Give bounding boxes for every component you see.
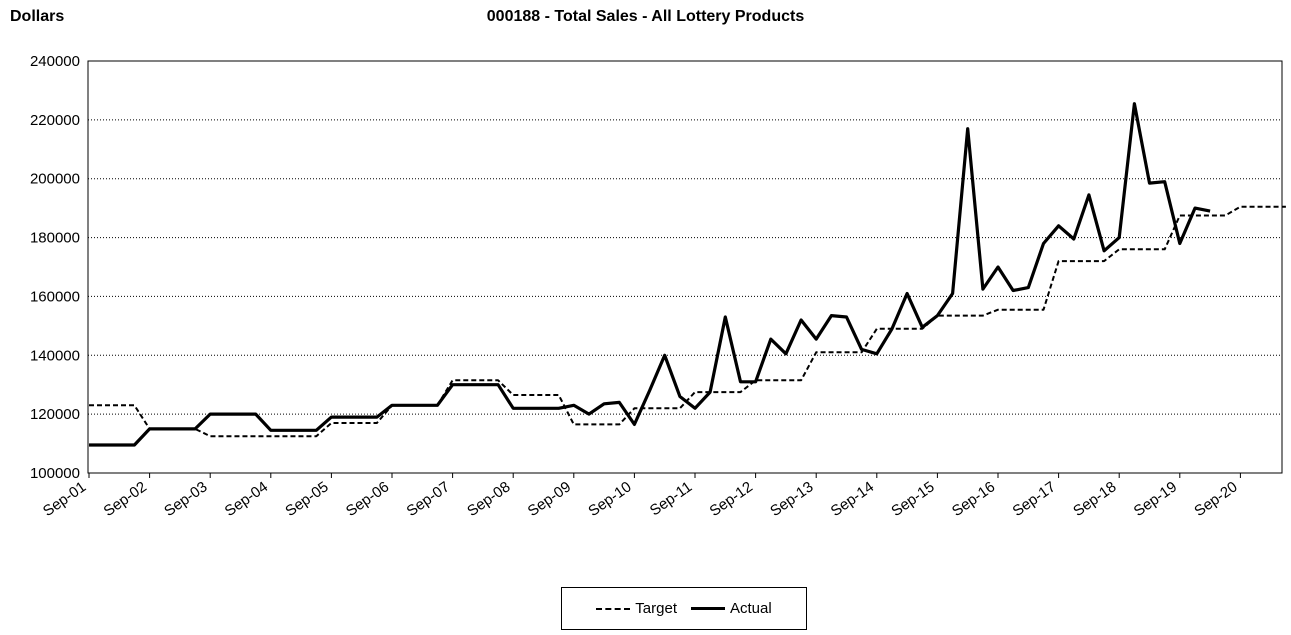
x-tick-label: Sep-15: [888, 478, 937, 520]
x-tick-label: Sep-09: [525, 478, 574, 520]
x-tick-label: Sep-16: [949, 478, 998, 520]
legend-swatch-target: [596, 607, 631, 610]
x-tick-label: Sep-02: [101, 478, 150, 520]
legend-label-actual: Actual: [730, 600, 772, 617]
y-tick-label: 100000: [30, 465, 80, 482]
y-tick-label: 240000: [30, 53, 80, 70]
x-tick-label: Sep-14: [828, 478, 877, 520]
x-tick-label: Sep-06: [343, 478, 392, 520]
x-tick-label: Sep-04: [222, 478, 271, 520]
legend-swatch-actual: [691, 607, 725, 610]
y-tick-label: 140000: [30, 347, 80, 364]
x-tick-label: Sep-03: [161, 478, 210, 520]
y-tick-label: 220000: [30, 112, 80, 129]
x-tick-label: Sep-19: [1131, 478, 1180, 520]
series-lines: [89, 102, 1286, 447]
chart-title: 000188 - Total Sales - All Lottery Produ…: [486, 8, 805, 25]
series-line-target: [89, 205, 1286, 438]
legend: Target Actual: [561, 587, 807, 630]
legend-item-target: Target: [596, 600, 677, 617]
x-tick-label: Sep-11: [647, 478, 695, 519]
x-tick-label: Sep-08: [464, 478, 513, 520]
chart-plot: 100000 120000 140000 160000 180000 200000 2200…: [30, 53, 1286, 520]
legend-label-target: Target: [635, 600, 677, 617]
y-tick-label: 160000: [30, 288, 80, 305]
y-tick-label: 180000: [30, 230, 80, 247]
y-axis-title: Dollars: [10, 8, 65, 25]
x-tick-label: Sep-05: [282, 478, 331, 520]
series-line-actual: [89, 102, 1211, 447]
x-axis-ticks: Sep-01 Sep-02 Sep-03 Sep-04 Sep-05 Sep-06 Sep-…: [40, 473, 1241, 520]
x-tick-label: Sep-20: [1191, 478, 1240, 520]
x-tick-label: Sep-10: [585, 478, 634, 520]
y-tick-label: 120000: [30, 406, 80, 423]
x-tick-label: Sep-07: [404, 478, 453, 520]
x-tick-label: Sep-01: [40, 478, 89, 520]
y-axis-ticks: 100000 120000 140000 160000 180000 200000 2200…: [30, 53, 80, 482]
y-tick-label: 200000: [30, 171, 80, 188]
x-tick-label: Sep-12: [707, 478, 756, 520]
x-tick-label: Sep-17: [1010, 478, 1059, 520]
plot-area-frame: [87, 60, 1283, 474]
legend-item-actual: Actual: [691, 600, 772, 617]
x-tick-label: Sep-13: [767, 478, 816, 520]
gridlines: [88, 119, 1282, 415]
x-tick-label: Sep-18: [1070, 478, 1119, 520]
